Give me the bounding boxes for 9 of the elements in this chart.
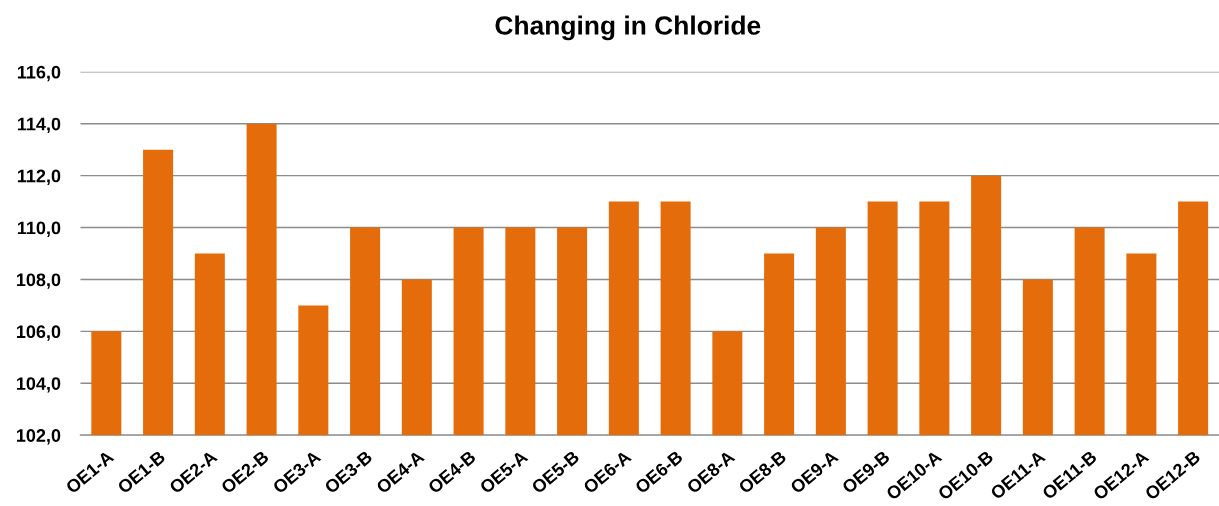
y-tick-label: 110,0 <box>17 221 61 237</box>
y-tick-label: 108,0 <box>16 273 61 289</box>
chart-title: Changing in Chloride <box>495 15 761 41</box>
y-tick-label: 102,0 <box>16 429 61 445</box>
y-tick-label: 104,0 <box>16 377 61 393</box>
y-tick-label: 106,0 <box>16 325 61 341</box>
y-tick-label: 112,0 <box>17 169 61 185</box>
y-tick-label: 114,0 <box>17 117 61 134</box>
y-tick-label: 116,0 <box>17 65 61 82</box>
